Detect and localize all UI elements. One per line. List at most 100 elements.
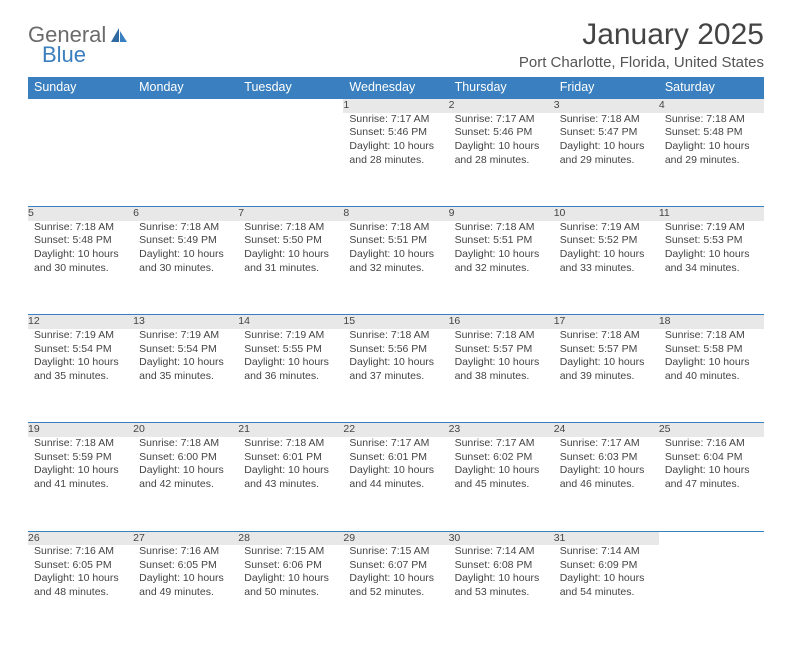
- sail-icon: [109, 26, 129, 44]
- day-cell: Sunrise: 7:19 AMSunset: 5:54 PMDaylight:…: [28, 329, 133, 423]
- sunset-line: Sunset: 5:48 PM: [34, 234, 127, 248]
- day-number: 10: [554, 207, 659, 221]
- sunrise-line: Sunrise: 7:16 AM: [665, 437, 758, 451]
- daynum-row: 19202122232425: [28, 423, 764, 437]
- weekday-header: Saturday: [659, 77, 764, 99]
- sunset-line: Sunset: 6:02 PM: [455, 451, 548, 465]
- day-cell: Sunrise: 7:17 AMSunset: 6:01 PMDaylight:…: [343, 437, 448, 531]
- sunrise-line: Sunrise: 7:15 AM: [349, 545, 442, 559]
- calendar-table: SundayMondayTuesdayWednesdayThursdayFrid…: [28, 77, 764, 639]
- empty-cell: [659, 545, 764, 639]
- sunset-line: Sunset: 5:59 PM: [34, 451, 127, 465]
- daylight-line-2: and 32 minutes.: [455, 262, 548, 276]
- daylight-line-2: and 53 minutes.: [455, 586, 548, 600]
- sunrise-line: Sunrise: 7:16 AM: [34, 545, 127, 559]
- daylight-line: Daylight: 10 hours: [139, 356, 232, 370]
- day-number: 9: [449, 207, 554, 221]
- sunrise-line: Sunrise: 7:18 AM: [244, 437, 337, 451]
- day-cell: Sunrise: 7:14 AMSunset: 6:09 PMDaylight:…: [554, 545, 659, 639]
- day-number: 24: [554, 423, 659, 437]
- sunrise-line: Sunrise: 7:16 AM: [139, 545, 232, 559]
- day-cell: Sunrise: 7:15 AMSunset: 6:06 PMDaylight:…: [238, 545, 343, 639]
- day-number: 22: [343, 423, 448, 437]
- sunset-line: Sunset: 5:46 PM: [455, 126, 548, 140]
- day-number: 16: [449, 315, 554, 329]
- sunrise-line: Sunrise: 7:18 AM: [139, 437, 232, 451]
- day-cell: Sunrise: 7:19 AMSunset: 5:54 PMDaylight:…: [133, 329, 238, 423]
- sunrise-line: Sunrise: 7:18 AM: [34, 437, 127, 451]
- day-cell: Sunrise: 7:18 AMSunset: 5:49 PMDaylight:…: [133, 221, 238, 315]
- sunset-line: Sunset: 5:47 PM: [560, 126, 653, 140]
- day-number: 23: [449, 423, 554, 437]
- sunset-line: Sunset: 5:49 PM: [139, 234, 232, 248]
- sunset-line: Sunset: 5:46 PM: [349, 126, 442, 140]
- empty-cell: [28, 99, 133, 113]
- content-row: Sunrise: 7:17 AMSunset: 5:46 PMDaylight:…: [28, 113, 764, 207]
- daylight-line-2: and 48 minutes.: [34, 586, 127, 600]
- daylight-line-2: and 46 minutes.: [560, 478, 653, 492]
- sunrise-line: Sunrise: 7:19 AM: [560, 221, 653, 235]
- sunrise-line: Sunrise: 7:18 AM: [349, 221, 442, 235]
- day-number: 5: [28, 207, 133, 221]
- day-number: 15: [343, 315, 448, 329]
- weekday-header: Tuesday: [238, 77, 343, 99]
- daylight-line-2: and 47 minutes.: [665, 478, 758, 492]
- day-cell: Sunrise: 7:18 AMSunset: 6:00 PMDaylight:…: [133, 437, 238, 531]
- sunrise-line: Sunrise: 7:18 AM: [665, 329, 758, 343]
- daylight-line-2: and 37 minutes.: [349, 370, 442, 384]
- day-number: 30: [449, 531, 554, 545]
- sunset-line: Sunset: 6:01 PM: [349, 451, 442, 465]
- day-cell: Sunrise: 7:19 AMSunset: 5:53 PMDaylight:…: [659, 221, 764, 315]
- sunset-line: Sunset: 5:50 PM: [244, 234, 337, 248]
- daylight-line-2: and 39 minutes.: [560, 370, 653, 384]
- day-cell: Sunrise: 7:15 AMSunset: 6:07 PMDaylight:…: [343, 545, 448, 639]
- daylight-line: Daylight: 10 hours: [244, 572, 337, 586]
- day-cell: Sunrise: 7:18 AMSunset: 5:50 PMDaylight:…: [238, 221, 343, 315]
- sunset-line: Sunset: 5:54 PM: [34, 343, 127, 357]
- content-row: Sunrise: 7:18 AMSunset: 5:59 PMDaylight:…: [28, 437, 764, 531]
- sunrise-line: Sunrise: 7:14 AM: [455, 545, 548, 559]
- daylight-line-2: and 36 minutes.: [244, 370, 337, 384]
- sunrise-line: Sunrise: 7:18 AM: [139, 221, 232, 235]
- daylight-line: Daylight: 10 hours: [665, 140, 758, 154]
- day-cell: Sunrise: 7:16 AMSunset: 6:05 PMDaylight:…: [133, 545, 238, 639]
- empty-cell: [133, 113, 238, 207]
- sunset-line: Sunset: 6:08 PM: [455, 559, 548, 573]
- daylight-line-2: and 34 minutes.: [665, 262, 758, 276]
- sunset-line: Sunset: 5:57 PM: [455, 343, 548, 357]
- daylight-line: Daylight: 10 hours: [349, 464, 442, 478]
- day-cell: Sunrise: 7:14 AMSunset: 6:08 PMDaylight:…: [449, 545, 554, 639]
- sunrise-line: Sunrise: 7:17 AM: [349, 113, 442, 127]
- day-number: 20: [133, 423, 238, 437]
- daylight-line: Daylight: 10 hours: [665, 356, 758, 370]
- daylight-line-2: and 35 minutes.: [139, 370, 232, 384]
- daylight-line-2: and 49 minutes.: [139, 586, 232, 600]
- day-number: 31: [554, 531, 659, 545]
- sunrise-line: Sunrise: 7:18 AM: [34, 221, 127, 235]
- daylight-line: Daylight: 10 hours: [34, 464, 127, 478]
- sunset-line: Sunset: 6:09 PM: [560, 559, 653, 573]
- daylight-line-2: and 32 minutes.: [349, 262, 442, 276]
- daylight-line: Daylight: 10 hours: [34, 248, 127, 262]
- day-cell: Sunrise: 7:18 AMSunset: 5:57 PMDaylight:…: [449, 329, 554, 423]
- daylight-line-2: and 45 minutes.: [455, 478, 548, 492]
- daylight-line: Daylight: 10 hours: [244, 248, 337, 262]
- daylight-line: Daylight: 10 hours: [349, 248, 442, 262]
- daylight-line: Daylight: 10 hours: [560, 356, 653, 370]
- day-number: 6: [133, 207, 238, 221]
- daynum-row: 262728293031: [28, 531, 764, 545]
- sunrise-line: Sunrise: 7:18 AM: [560, 329, 653, 343]
- sunrise-line: Sunrise: 7:17 AM: [349, 437, 442, 451]
- daynum-row: 1234: [28, 99, 764, 113]
- daylight-line: Daylight: 10 hours: [349, 140, 442, 154]
- daylight-line: Daylight: 10 hours: [455, 464, 548, 478]
- daylight-line: Daylight: 10 hours: [34, 572, 127, 586]
- sunrise-line: Sunrise: 7:18 AM: [455, 329, 548, 343]
- day-cell: Sunrise: 7:17 AMSunset: 6:03 PMDaylight:…: [554, 437, 659, 531]
- daylight-line: Daylight: 10 hours: [139, 464, 232, 478]
- daylight-line: Daylight: 10 hours: [244, 464, 337, 478]
- empty-cell: [238, 99, 343, 113]
- day-number: 11: [659, 207, 764, 221]
- daylight-line-2: and 41 minutes.: [34, 478, 127, 492]
- day-cell: Sunrise: 7:17 AMSunset: 5:46 PMDaylight:…: [449, 113, 554, 207]
